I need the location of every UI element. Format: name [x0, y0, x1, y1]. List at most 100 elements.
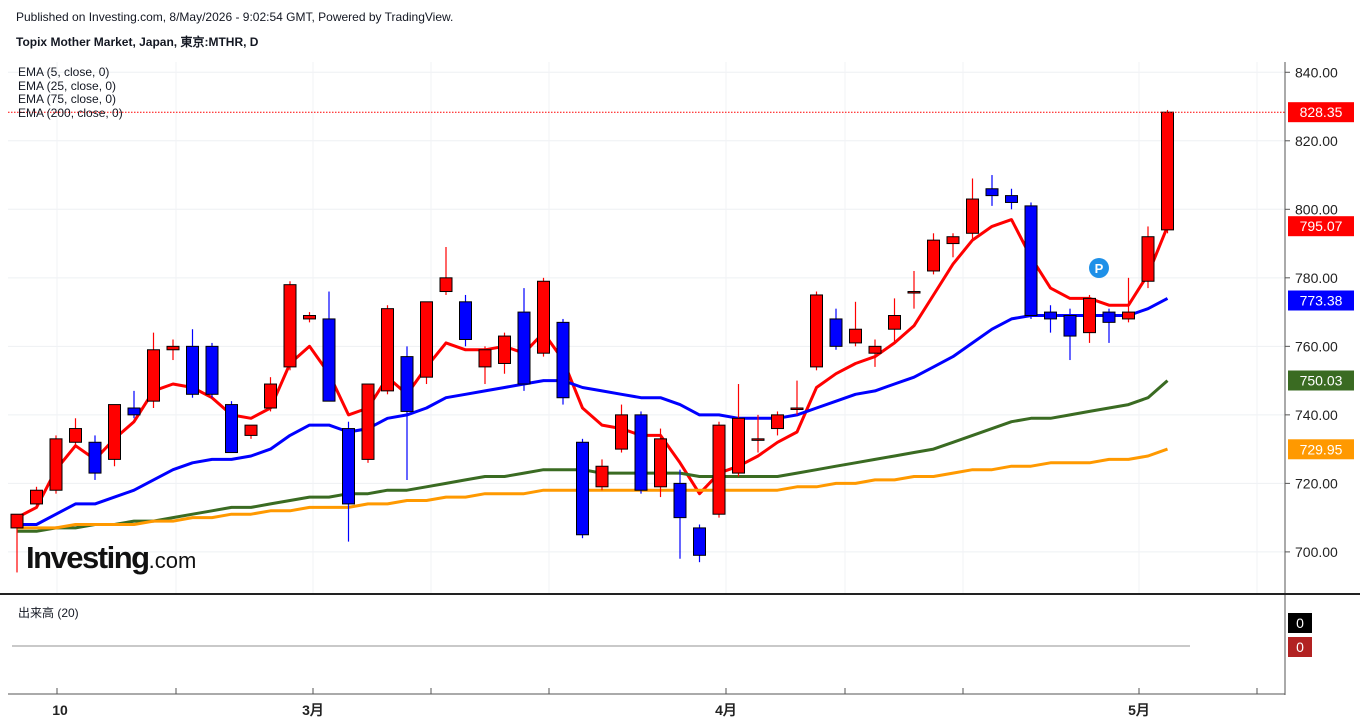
candle-body — [966, 198, 979, 234]
candle — [244, 424, 258, 439]
candle-body — [829, 318, 843, 347]
candle — [985, 175, 999, 206]
candle — [732, 384, 745, 477]
candle — [1122, 277, 1135, 323]
candle — [634, 411, 648, 494]
candle — [342, 421, 355, 542]
candle-body — [88, 441, 102, 474]
candle-body — [400, 356, 414, 412]
candle-body — [478, 349, 492, 368]
candle-body — [790, 407, 804, 411]
logo-suffix: .com — [148, 548, 197, 573]
candle-body — [868, 345, 882, 354]
candle-body — [361, 383, 375, 460]
price-tag: 828.35 — [1288, 102, 1354, 123]
investing-logo: Investing.com — [26, 540, 196, 576]
candle — [556, 318, 570, 405]
candle-body — [49, 438, 63, 491]
candle-body — [147, 349, 160, 402]
volume-tag: 0 — [1288, 637, 1312, 657]
candle-body — [693, 527, 706, 556]
ema-line-2 — [17, 379, 1169, 533]
candle — [1102, 308, 1116, 343]
price-tag: 795.07 — [1288, 216, 1354, 237]
candle — [303, 312, 316, 323]
price-tag-label: 773.38 — [1300, 293, 1343, 309]
indicator-legend: EMA (5, close, 0) EMA (25, close, 0) EMA… — [18, 65, 123, 120]
candle-body — [654, 438, 667, 488]
candle — [1044, 305, 1057, 333]
volume-tag-box — [1288, 613, 1312, 633]
candle-body — [985, 188, 999, 197]
y-tick-label: 700.00 — [1295, 544, 1338, 560]
candle-body — [225, 404, 238, 454]
volume-tag-label: 0 — [1296, 639, 1304, 655]
candle — [283, 281, 297, 371]
x-axis: 10 3月 4月 5月 — [52, 688, 1258, 718]
candles — [10, 109, 1174, 573]
legend-ema-25[interactable]: EMA (25, close, 0) — [18, 78, 117, 93]
candle-body — [439, 277, 453, 293]
volume-tag-label: 0 — [1296, 615, 1304, 631]
ema-line-3 — [17, 447, 1169, 530]
y-tick-label: 800.00 — [1295, 201, 1338, 217]
candle — [1063, 308, 1077, 361]
candle — [849, 301, 862, 347]
y-axis: 700.00 720.00 740.00 760.00 780.00 800.00 820.… — [1285, 64, 1338, 560]
p-marker[interactable]: P — [1089, 258, 1109, 278]
ema-lines — [16, 218, 1169, 533]
candle-body — [810, 294, 823, 368]
candle — [205, 342, 219, 398]
candle-body — [69, 428, 82, 443]
candle-body — [537, 280, 550, 354]
ema-line-1 — [17, 297, 1169, 526]
y-tick-label: 740.00 — [1295, 407, 1338, 423]
candle-body — [498, 335, 511, 364]
price-tag-label: 750.03 — [1300, 372, 1343, 388]
candle — [693, 524, 706, 563]
volume-label[interactable]: 出来高 (20) — [18, 606, 79, 620]
candle — [966, 178, 979, 241]
chart-title: Topix Mother Market, Japan, 東京:MTHR, D — [16, 35, 259, 49]
price-tag-label: 795.07 — [1300, 218, 1343, 234]
candle-body — [108, 404, 121, 460]
candle-body — [244, 424, 258, 436]
candle-body — [615, 414, 628, 450]
candle-body — [1102, 311, 1116, 323]
volume-tag: 0 — [1288, 613, 1312, 633]
candle — [186, 329, 199, 398]
x-tick-label: 3月 — [302, 702, 324, 718]
candle-body — [888, 315, 901, 330]
candle-body — [1161, 111, 1174, 231]
legend-ema-75[interactable]: EMA (75, close, 0) — [18, 92, 117, 106]
candle-body — [166, 345, 180, 351]
candle-body — [1005, 195, 1018, 203]
p-marker-circle[interactable] — [1089, 258, 1109, 278]
y-tick-label: 820.00 — [1295, 133, 1338, 149]
candle-body — [927, 239, 940, 272]
candle-body — [420, 301, 433, 378]
grid-lines — [8, 62, 1285, 593]
legend-ema-5[interactable]: EMA (5, close, 0) — [18, 65, 110, 79]
price-tag: 750.03 — [1288, 370, 1354, 391]
candle — [1161, 109, 1174, 234]
candle — [517, 288, 531, 391]
candle — [712, 421, 726, 518]
candle — [49, 435, 63, 494]
y-tick-label: 780.00 — [1295, 270, 1338, 286]
price-tags: 828.35 795.07 773.38 750.03 729.95 — [1288, 102, 1354, 460]
candle — [810, 291, 823, 371]
candle-body — [907, 291, 921, 294]
candle-body — [576, 441, 589, 536]
candle-body — [849, 328, 862, 344]
candle-body — [712, 424, 726, 515]
candle-body — [342, 428, 355, 505]
candle-body — [771, 414, 784, 430]
candle — [420, 301, 433, 385]
candle-body — [322, 318, 336, 402]
legend-ema-200[interactable]: EMA (200, close, 0) — [18, 105, 123, 120]
candle — [946, 233, 960, 258]
candle — [1083, 294, 1096, 343]
